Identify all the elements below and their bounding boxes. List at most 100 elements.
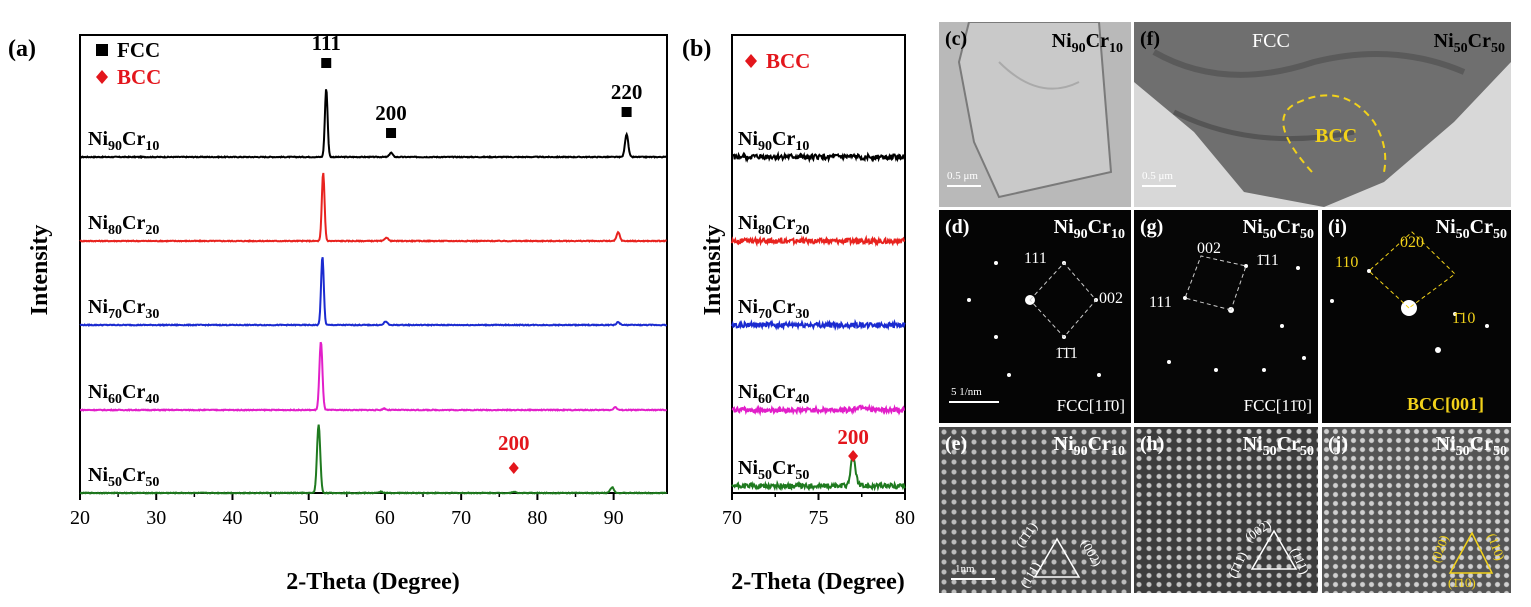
plot-frame-a [79, 34, 668, 494]
x-axis-label-a: 2-Theta (Degree) [286, 569, 459, 595]
tem-image-c: (c) Ni90Cr10 0.5 μm [939, 22, 1131, 207]
saed-pattern-i: (i) Ni50Cr50 020 110 1̄10 BCC[001] [1322, 210, 1511, 423]
x-tick-label-a-50: 50 [299, 507, 319, 529]
composition-g: Ni50Cr50 [1242, 216, 1314, 242]
peak-label-3: 200 [498, 431, 530, 455]
x-axis-label-b: 2-Theta (Degree) [731, 569, 904, 595]
sample-label-b-Ni70Cr30: Ni70Cr30 [738, 296, 809, 322]
x-tick-label-a-80: 80 [527, 507, 547, 529]
fcc-region-label: FCC [1252, 30, 1290, 52]
traces-b [731, 150, 906, 492]
plane-triangle-j [1448, 531, 1494, 574]
spot-1-10-i: 1̄10 [1452, 310, 1476, 327]
bcc-legend-label: BCC [117, 65, 161, 89]
bcc-legend-diamond [96, 70, 108, 84]
fcc-peak-marker-200 [386, 128, 397, 138]
composition-f: Ni50Cr50 [1433, 30, 1505, 56]
x-tick-label-a-60: 60 [375, 507, 395, 529]
scale-bar-c [947, 185, 981, 187]
fcc-legend-label: FCC [117, 38, 160, 62]
sample-label-a-Ni70Cr30: Ni70Cr30 [88, 296, 159, 322]
scale-label-d: 5 1/nm [951, 386, 982, 398]
plane-triangle-h [1250, 529, 1298, 570]
panel-label-f: (f) [1140, 28, 1160, 50]
hrtem-image-h: (h) Ni50Cr50 (002) (1̄11) (111) [1134, 427, 1318, 593]
sample-label-b-Ni60Cr40: Ni60Cr40 [738, 381, 809, 407]
composition-j: Ni50Cr50 [1435, 433, 1507, 459]
panel-label-i: (i) [1328, 216, 1347, 238]
spot-111-d: 111 [1024, 250, 1047, 267]
x-tick-label-b-80: 80 [895, 507, 915, 529]
trace-b-Ni80Cr20 [731, 234, 906, 248]
sample-label-a-Ni50Cr50: Ni50Cr50 [88, 464, 159, 490]
zone-axis-g: FCC[11̄0] [1243, 396, 1312, 415]
trace-b-Ni70Cr30 [731, 318, 906, 331]
hrtem-image-j: (j) Ni50Cr50 (020) (110) (1̄10) [1322, 427, 1511, 593]
trace-b-Ni60Cr40 [731, 403, 905, 417]
sample-shape-f [1134, 22, 1511, 207]
trace-a-Ni50Cr50 [79, 424, 667, 495]
peak-label-2: 220 [611, 80, 643, 104]
sample-label-b-Ni90Cr10: Ni90Cr10 [738, 128, 809, 154]
trace-a-Ni90Cr10 [79, 89, 668, 159]
panel-label-j: (j) [1328, 433, 1348, 455]
trace-a-Ni80Cr20 [79, 172, 667, 243]
xrd-chart-a: (a) Intensity 2-Theta (Degree) 20 30 40 50 6… [8, 31, 668, 595]
x-ticks-b: 70 75 80 [722, 493, 915, 529]
scale-label-e: 1nm [955, 563, 975, 575]
spot-1-11-g: 1̄11 [1256, 252, 1279, 269]
bcc-boundary [1282, 94, 1387, 173]
x-ticks-a: 20 30 40 50 60 70 80 90 [70, 493, 624, 529]
panel-label-h: (h) [1140, 433, 1165, 455]
flake-shape-c [957, 22, 1113, 199]
y-axis-label-b: Intensity [700, 225, 726, 316]
panel-label-g: (g) [1140, 216, 1164, 238]
peak-label-b: 200 [837, 425, 869, 449]
traces-a [79, 89, 668, 495]
peak-label-1: 200 [375, 101, 407, 125]
spot-110-i: 110 [1335, 254, 1359, 271]
trace-b-Ni90Cr10 [731, 150, 906, 164]
sample-labels-a: Ni90Cr10 Ni80Cr20 Ni70Cr30 Ni60Cr40 Ni50Cr50 [88, 128, 159, 490]
y-axis-label-a: Intensity [27, 225, 53, 316]
composition-d: Ni90Cr10 [1053, 216, 1125, 242]
spot-002-g: 002 [1197, 240, 1221, 257]
scale-bar-f [1142, 185, 1176, 187]
sample-labels-b: Ni90Cr10 Ni80Cr20 Ni70Cr30 Ni60Cr40 Ni50Cr50 [738, 128, 809, 483]
composition-i: Ni50Cr50 [1435, 216, 1507, 242]
scale-bar-e [951, 578, 995, 580]
x-tick-label-b-70: 70 [722, 507, 742, 529]
peak-annotations-b: 200 [837, 425, 869, 462]
trace-a-Ni70Cr30 [79, 257, 668, 327]
sample-label-a-Ni60Cr40: Ni60Cr40 [88, 381, 159, 407]
plot-frame-b [731, 34, 906, 494]
peak-annotations-a: 111 200 220 200 [312, 31, 643, 474]
zone-axis-i: BCC[001] [1407, 394, 1484, 414]
x-tick-label-a-70: 70 [451, 507, 471, 529]
diffraction-d [967, 261, 1101, 377]
xrd-chart-b: (b) Intensity 2-Theta (Degree) 70 75 80 Ni… [682, 34, 915, 595]
x-tick-label-a-40: 40 [222, 507, 242, 529]
panel-label-a: (a) [8, 36, 36, 62]
panel-label-b: (b) [682, 36, 711, 62]
trace-b-Ni50Cr50 [731, 453, 906, 492]
bcc-legend-label-b: BCC [766, 49, 810, 73]
panel-label-c: (c) [945, 28, 968, 50]
x-tick-label-a-90: 90 [604, 507, 624, 529]
spot-111-g: 111 [1149, 294, 1172, 311]
spot-020-i: 020 [1400, 234, 1424, 251]
bcc-peak-marker-b [848, 450, 859, 462]
spot-002-d: 002 [1099, 290, 1123, 307]
x-tick-label-b-75: 75 [809, 507, 829, 529]
panel-label-e: (e) [945, 433, 968, 455]
legend-b: BCC [745, 49, 810, 73]
plane-label-j-3: (1̄10) [1448, 575, 1476, 590]
fcc-peak-marker-111 [321, 58, 332, 68]
bcc-region-label: BCC [1315, 125, 1358, 147]
sample-label-a-Ni90Cr10: Ni90Cr10 [88, 128, 159, 154]
fcc-legend-square [96, 44, 108, 56]
hrtem-image-e: (e) Ni90Cr10 (1̄11) (002) (111) 1nm [939, 427, 1131, 593]
peak-label-0: 111 [312, 31, 341, 55]
scale-bar-d [949, 401, 999, 403]
x-tick-label-a-20: 20 [70, 507, 90, 529]
